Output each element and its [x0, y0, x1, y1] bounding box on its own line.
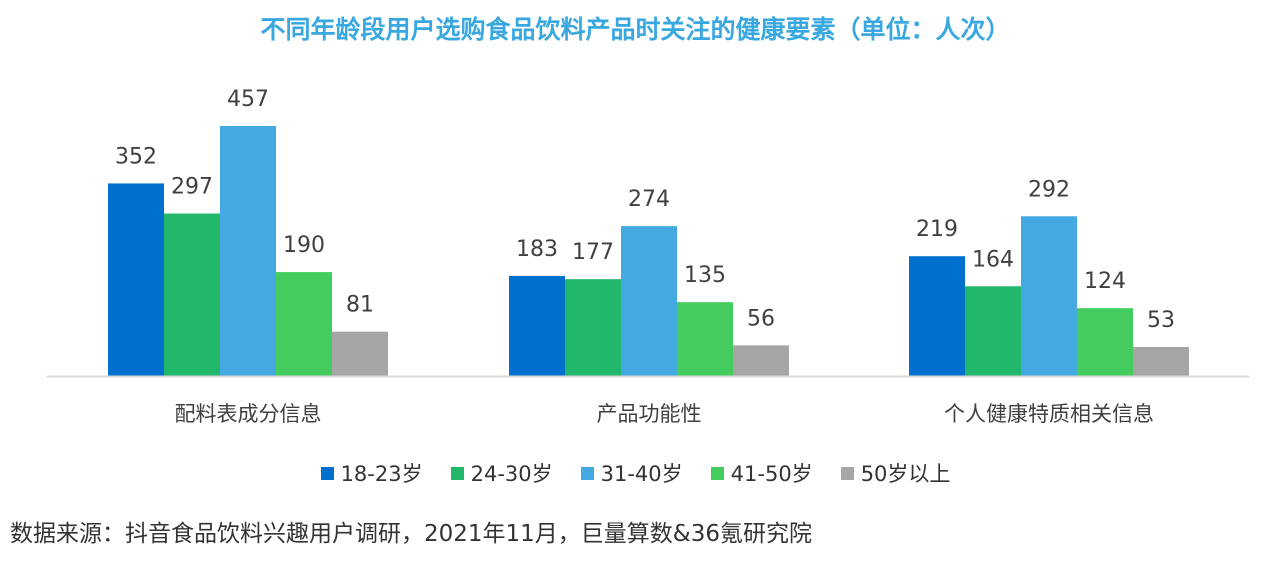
- bar-chart: 352 297 457 190 81 配料表成分信息 183 177 274 135 56 产品功能性…: [47, 87, 1249, 426]
- bar-3-2: [965, 286, 1021, 376]
- data-label-2-3: 274: [628, 187, 670, 212]
- legend-label: 50岁以上: [860, 462, 951, 486]
- source-note: 数据来源：抖音食品饮料兴趣用户调研，2021年11月，巨量算数&36氪研究院: [10, 521, 813, 547]
- data-label-3-4: 124: [1084, 269, 1126, 294]
- data-label-2-1: 183: [516, 237, 558, 262]
- legend-swatch: [450, 466, 464, 480]
- legend-label: 31-40岁: [600, 462, 683, 486]
- legend-item-5: 50岁以上: [840, 458, 951, 488]
- legend-swatch: [320, 466, 334, 480]
- category-label-3: 个人健康特质相关信息: [944, 402, 1154, 426]
- legend-label: 24-30岁: [470, 462, 553, 486]
- bar-1-3: [220, 126, 276, 376]
- bar-2-5: [733, 345, 789, 376]
- data-label-3-5: 53: [1147, 308, 1175, 333]
- bar-3-4: [1077, 308, 1133, 376]
- bar-3-5: [1133, 347, 1189, 376]
- data-label-1-3: 457: [227, 87, 269, 112]
- data-label-1-1: 352: [115, 144, 157, 169]
- data-label-3-2: 164: [972, 247, 1014, 272]
- bar-2-4: [677, 302, 733, 376]
- bar-3-1: [909, 256, 965, 376]
- bar-1-1: [108, 183, 164, 376]
- data-label-2-5: 56: [747, 306, 775, 331]
- bar-1-4: [276, 272, 332, 376]
- legend-item-2: 24-30岁: [450, 458, 553, 488]
- legend-item-4: 41-50岁: [710, 458, 813, 488]
- legend-label: 18-23岁: [340, 462, 423, 486]
- bar-2-1: [509, 275, 565, 376]
- bar-1-5: [332, 331, 388, 376]
- legend-item-3: 31-40岁: [580, 458, 683, 488]
- legend-swatch: [580, 466, 594, 480]
- legend-label: 41-50岁: [730, 462, 813, 486]
- data-label-2-2: 177: [572, 240, 614, 265]
- bar-1-2: [164, 213, 220, 376]
- legend: 18-23岁 24-30岁 31-40岁 41-50岁 50岁以上: [0, 458, 1271, 488]
- data-label-1-5: 81: [346, 293, 374, 318]
- bar-2-2: [565, 279, 621, 376]
- bar-3-3: [1021, 216, 1077, 376]
- chart-title: 不同年龄段用户选购食品饮料产品时关注的健康要素（单位：人次）: [260, 15, 1011, 44]
- legend-item-1: 18-23岁: [320, 458, 423, 488]
- legend-swatch: [710, 466, 724, 480]
- data-label-3-3: 292: [1028, 177, 1070, 202]
- data-label-3-1: 219: [916, 217, 958, 242]
- category-label-1: 配料表成分信息: [175, 402, 322, 426]
- bar-2-3: [621, 226, 677, 376]
- category-label-2: 产品功能性: [597, 402, 702, 426]
- legend-swatch: [840, 466, 854, 480]
- data-label-2-4: 135: [684, 263, 726, 288]
- data-label-1-4: 190: [283, 233, 325, 258]
- data-label-1-2: 297: [171, 175, 213, 200]
